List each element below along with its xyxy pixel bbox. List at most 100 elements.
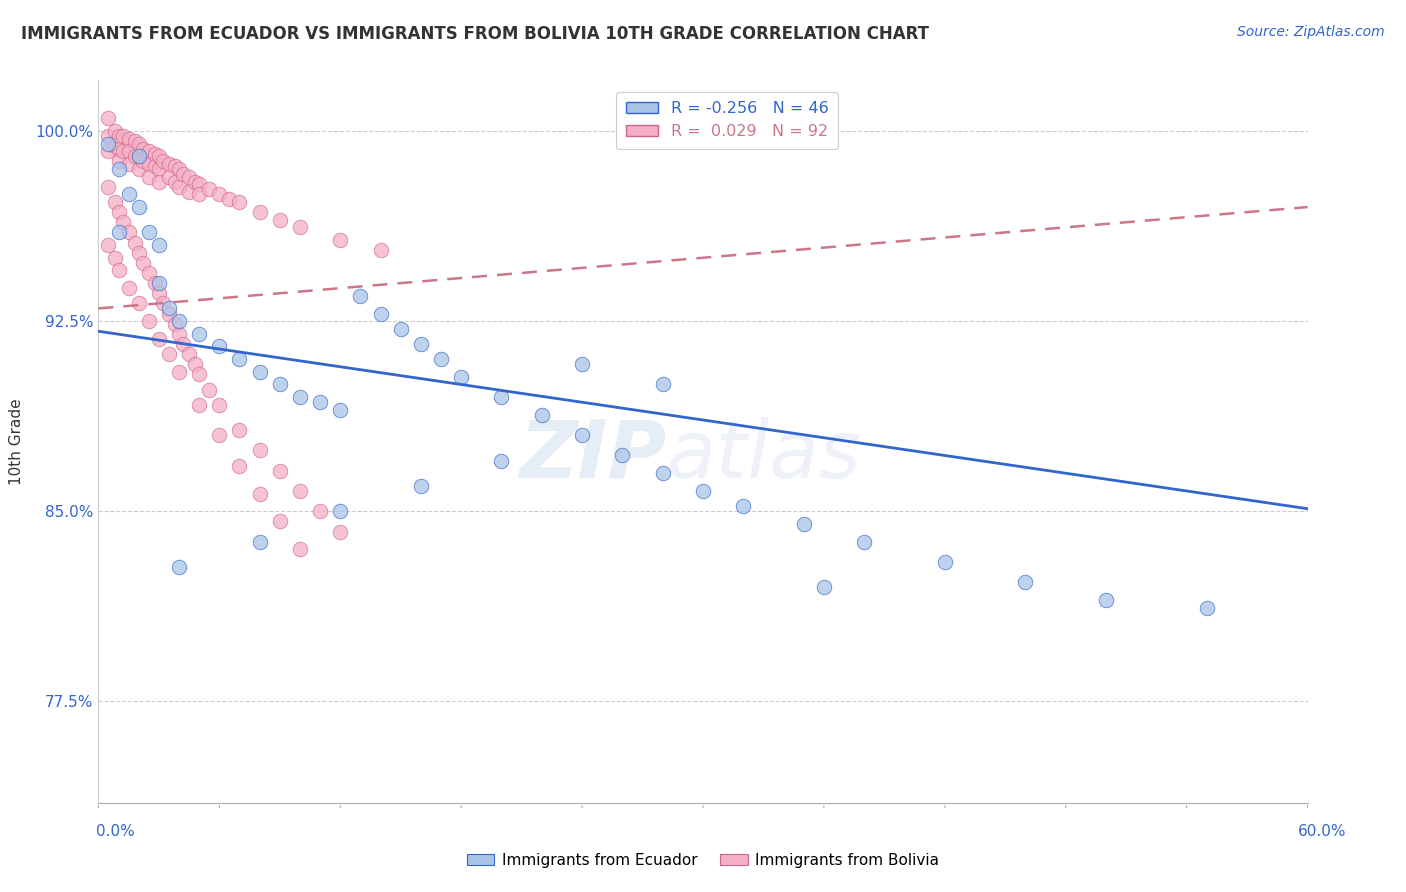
Point: [128, 200, 150, 214]
Point: [430, 352, 453, 367]
Point: [269, 377, 291, 392]
Point: [118, 145, 141, 159]
Point: [167, 365, 190, 379]
Point: [107, 161, 129, 176]
Point: [148, 276, 170, 290]
Point: [118, 226, 141, 240]
Point: [143, 160, 166, 174]
Point: [128, 149, 150, 163]
Point: [132, 154, 155, 169]
Point: [167, 179, 190, 194]
Point: [111, 129, 134, 144]
Point: [103, 194, 125, 209]
Point: [107, 129, 129, 144]
Point: [124, 235, 146, 250]
Point: [329, 524, 352, 539]
Point: [288, 390, 311, 404]
Point: [651, 377, 673, 392]
Point: [269, 515, 291, 529]
Point: [612, 449, 634, 463]
Point: [111, 215, 134, 229]
Point: [228, 352, 250, 367]
Point: [107, 263, 129, 277]
Point: [138, 145, 160, 159]
Point: [288, 220, 311, 235]
Point: [107, 226, 129, 240]
Point: [329, 504, 352, 518]
Point: [249, 534, 271, 549]
Point: [389, 322, 412, 336]
Point: [128, 161, 150, 176]
Point: [103, 251, 125, 265]
Point: [228, 458, 250, 473]
Point: [157, 301, 180, 316]
Point: [124, 149, 146, 163]
Point: [97, 129, 120, 144]
Point: [409, 479, 432, 493]
Point: [167, 326, 190, 341]
Point: [733, 499, 755, 513]
Point: [107, 205, 129, 219]
Legend: Immigrants from Ecuador, Immigrants from Bolivia: Immigrants from Ecuador, Immigrants from…: [461, 847, 945, 873]
Point: [179, 347, 201, 361]
Text: 0.0%: 0.0%: [96, 824, 135, 838]
Point: [269, 212, 291, 227]
Point: [148, 149, 170, 163]
Point: [103, 124, 125, 138]
Text: ZIP: ZIP: [519, 417, 666, 495]
Point: [163, 317, 186, 331]
Point: [491, 390, 513, 404]
Point: [107, 154, 129, 169]
Point: [218, 193, 240, 207]
Point: [208, 339, 231, 353]
Point: [148, 332, 170, 346]
Point: [184, 357, 207, 371]
Point: [157, 347, 180, 361]
Point: [163, 160, 186, 174]
Point: [288, 542, 311, 557]
Point: [329, 402, 352, 417]
Point: [188, 368, 211, 382]
Point: [288, 483, 311, 498]
Point: [172, 337, 194, 351]
Point: [349, 289, 371, 303]
Point: [491, 453, 513, 467]
Point: [97, 238, 120, 252]
Point: [107, 142, 129, 156]
Point: [148, 286, 170, 301]
Point: [329, 233, 352, 247]
Point: [111, 145, 134, 159]
Point: [208, 428, 231, 442]
Point: [208, 398, 231, 412]
Point: [128, 136, 150, 151]
Y-axis label: 10th Grade: 10th Grade: [10, 398, 24, 485]
Point: [793, 516, 815, 531]
Point: [118, 157, 141, 171]
Point: [934, 555, 956, 569]
Point: [167, 560, 190, 574]
Point: [167, 314, 190, 328]
Point: [118, 187, 141, 202]
Point: [97, 179, 120, 194]
Point: [167, 161, 190, 176]
Point: [132, 142, 155, 156]
Point: [128, 245, 150, 260]
Point: [103, 139, 125, 153]
Point: [157, 169, 180, 184]
Point: [530, 408, 553, 422]
Point: [152, 154, 174, 169]
Point: [370, 243, 392, 257]
Point: [309, 504, 332, 518]
Point: [228, 423, 250, 437]
Text: IMMIGRANTS FROM ECUADOR VS IMMIGRANTS FROM BOLIVIA 10TH GRADE CORRELATION CHART: IMMIGRANTS FROM ECUADOR VS IMMIGRANTS FR…: [21, 25, 929, 43]
Point: [138, 266, 160, 280]
Text: 60.0%: 60.0%: [1298, 824, 1346, 838]
Point: [1195, 600, 1218, 615]
Point: [124, 134, 146, 148]
Point: [228, 194, 250, 209]
Point: [188, 178, 211, 192]
Point: [309, 395, 332, 409]
Text: Source: ZipAtlas.com: Source: ZipAtlas.com: [1237, 25, 1385, 39]
Text: atlas: atlas: [666, 417, 862, 495]
Point: [143, 146, 166, 161]
